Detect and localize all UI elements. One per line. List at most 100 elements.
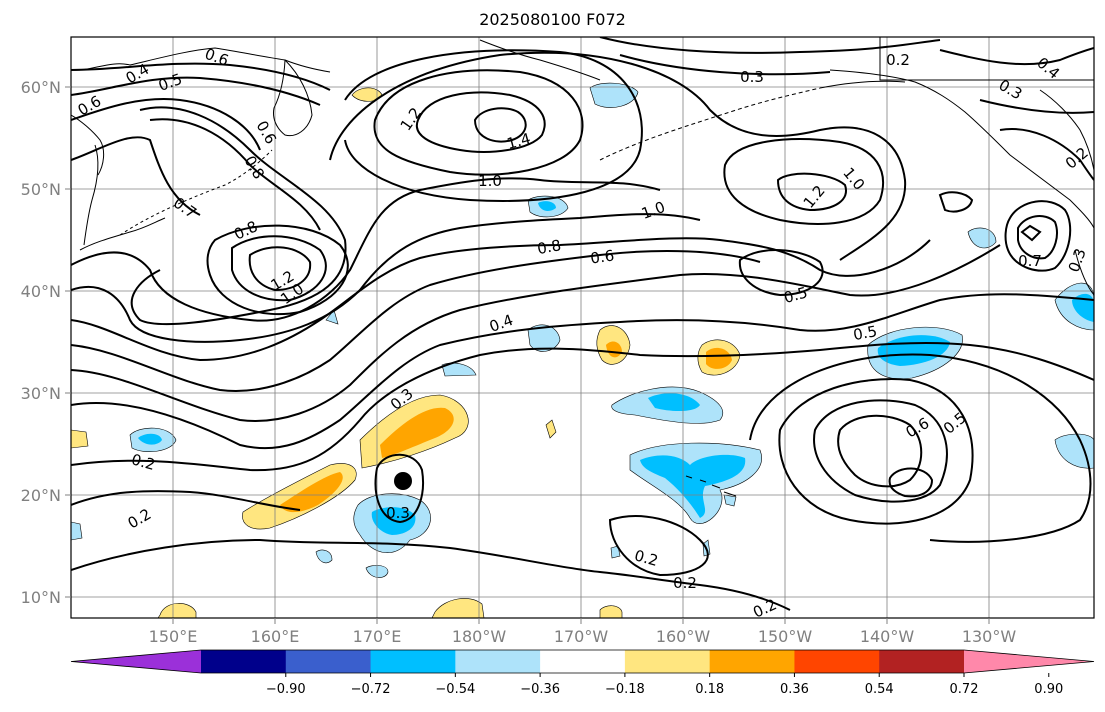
canada-border (879, 37, 1094, 81)
contour-line (71, 237, 931, 362)
japan-coastline (79, 217, 166, 251)
contour-line (71, 177, 661, 322)
contour-line (776, 172, 847, 212)
kamchatka-coastline (273, 59, 313, 137)
colorbar-outline (70, 649, 1095, 674)
negative-anomaly-patch (648, 393, 700, 412)
colorbar-tick-label: −0.54 (435, 682, 475, 697)
negative-anomaly-patch (1054, 433, 1094, 469)
contour-line (1004, 200, 1072, 272)
colorbar-tick-label: −0.72 (351, 682, 391, 697)
negative-anomaly-patch (71, 521, 83, 541)
contour-line (71, 98, 261, 151)
contour-line (979, 99, 1094, 114)
contour-line (71, 538, 791, 611)
bc-coastline (1039, 89, 1094, 171)
us-west-coast (1074, 249, 1094, 296)
longitude-label: 150°E (149, 627, 198, 646)
contour-label: 0.3 (386, 504, 410, 522)
longitude-label: 150°W (758, 627, 813, 646)
latitude-label: 40°N (21, 282, 61, 301)
contour-line (938, 191, 974, 213)
contour-line (71, 136, 201, 216)
negative-anomaly-patch (589, 82, 639, 108)
contour-label: 1.0 (478, 172, 502, 190)
hawaii-islands (685, 475, 737, 497)
contour-label: 0.7 (1018, 252, 1042, 270)
colorbar-segment (879, 650, 965, 673)
contour-line (231, 235, 327, 302)
negative-anomaly-patch (723, 494, 737, 507)
negative-anomaly-patch (325, 309, 339, 325)
positive-anomaly-patch (431, 598, 485, 618)
colorbar: −0.90 −0.72 −0.54 −0.36 −0.18 0.18 0.36 0.54 0.7… (70, 649, 1095, 697)
latitude-label: 50°N (21, 180, 61, 199)
contour-line (723, 138, 885, 225)
contour-line (344, 49, 643, 202)
contour-line (749, 353, 1092, 543)
positive-anomaly-patch (280, 472, 343, 513)
positive-anomaly-patch (380, 407, 454, 458)
contour-line (813, 399, 948, 503)
coastlines (71, 37, 1094, 497)
contour-label: 0.8 (536, 236, 563, 258)
contour-line (149, 118, 321, 231)
positive-anomaly-patch (157, 603, 197, 618)
contour-line (71, 341, 1094, 472)
colorbar-segment (794, 650, 880, 673)
negative-anomaly-patch (315, 549, 333, 564)
alaska-peninsula (819, 80, 906, 89)
positive-anomaly-patch (545, 419, 557, 439)
colorbar-segment (455, 650, 541, 673)
colorbar-tick-label: 0.18 (695, 682, 724, 697)
contour-label: 0.3 (740, 68, 764, 86)
contour-lines (71, 37, 1094, 611)
colorbar-tick-label: 0.72 (950, 682, 979, 697)
contour-line (1017, 215, 1058, 260)
contour-label: 0.5 (782, 283, 810, 307)
storm-center-marker (394, 472, 412, 490)
contour-line (71, 293, 1094, 450)
contour-line (71, 76, 321, 106)
contour-label: 1.4 (505, 129, 533, 153)
contour-line (71, 62, 331, 91)
contour-label: 0.2 (129, 450, 157, 474)
contour-line (373, 69, 584, 176)
longitude-label: 170°W (554, 627, 609, 646)
contour-line (1020, 224, 1042, 242)
latitude-label: 60°N (21, 78, 61, 97)
sakhalin-coastline (83, 144, 99, 246)
colorbar-segment (624, 650, 711, 673)
longitude-axis: 150°E 160°E 170°E 180°W 170°W 160°W 150°… (149, 618, 1016, 646)
colorbar-segment (540, 650, 626, 673)
contour-line (248, 246, 312, 292)
positive-anomaly-patch (599, 605, 623, 618)
colorbar-extend-max (964, 650, 1094, 673)
longitude-label: 160°E (251, 627, 300, 646)
contour-line (778, 378, 974, 525)
negative-anomaly-patch (1072, 293, 1094, 322)
contour-line (130, 106, 347, 326)
colorbar-tick-label: −0.36 (520, 682, 560, 697)
contour-line (71, 490, 301, 511)
longitude-label: 160°W (656, 627, 711, 646)
contour-line (619, 54, 831, 76)
contour-line (837, 414, 923, 488)
alaska-coastline (829, 69, 1094, 229)
contour-line (415, 91, 546, 153)
negative-anomaly-patch (138, 433, 162, 445)
contour-line (329, 51, 907, 261)
map-title: 2025080100 F072 (479, 10, 626, 29)
colorbar-segment (201, 650, 287, 673)
contour-label: 0.2 (673, 574, 697, 592)
asia-coastline (71, 47, 331, 73)
latitude-label: 10°N (21, 588, 61, 607)
contour-line (374, 453, 424, 524)
longitude-label: 140°W (860, 627, 915, 646)
colorbar-segment (370, 650, 456, 673)
contour-line (71, 249, 761, 392)
positive-anomaly-patch (706, 347, 732, 369)
colorbar-tick-label: 0.54 (865, 682, 894, 697)
contour-line (71, 244, 1001, 422)
